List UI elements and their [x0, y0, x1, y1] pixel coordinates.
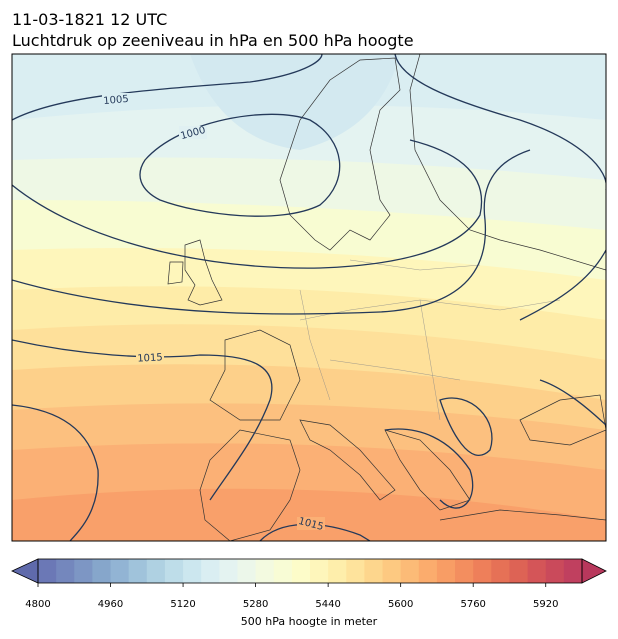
colorbar-swatch [563, 559, 583, 583]
colorbar: 4800 4960 5120 5280 5440 5600 5760 5920 [11, 558, 607, 610]
colorbar-swatch [436, 559, 456, 583]
colorbar-tick-label: 5440 [315, 599, 340, 610]
colorbar-over [581, 558, 607, 584]
colorbar-swatch [364, 559, 384, 583]
colorbar-swatch [382, 559, 402, 583]
colorbar-swatch [74, 559, 93, 583]
title: 11-03-1821 12 UTC [12, 10, 167, 29]
colorbar-swatch [237, 559, 257, 583]
colorbar-swatch [310, 559, 329, 583]
colorbar-swatch [418, 559, 438, 583]
colorbar-swatch [219, 559, 238, 583]
colorbar-swatch [146, 559, 166, 583]
colorbar-frame [37, 558, 583, 584]
colorbar-swatch [128, 559, 148, 583]
colorbar-swatch [400, 559, 420, 583]
colorbar-tick-label: 5920 [533, 599, 558, 610]
colorbar-tick-label: 5600 [388, 599, 413, 610]
colorbar-swatch [164, 559, 184, 583]
colorbar-tick-label: 5120 [170, 599, 195, 610]
colorbar-swatch [291, 559, 311, 583]
colorbar-swatch [527, 559, 547, 583]
colorbar-swatch [473, 559, 492, 583]
colorbar-swatch [545, 559, 565, 583]
subtitle: Luchtdruk op zeeniveau in hPa en 500 hPa… [12, 31, 414, 50]
colorbar-swatch [328, 559, 347, 583]
colorbar-swatch [38, 559, 57, 583]
map-frame [11, 53, 607, 542]
colorbar-swatch [183, 559, 202, 583]
map: 1005 1000 1015 1015 [12, 54, 606, 541]
isobar-label: 1015 [137, 352, 163, 364]
colorbar-swatch [92, 559, 112, 583]
colorbar-swatch [273, 559, 293, 583]
colorbar-swatch [346, 559, 365, 583]
colorbar-swatch [56, 559, 75, 583]
colorbar-tick-label: 4960 [98, 599, 123, 610]
colorbar-swatch [255, 559, 275, 583]
colorbar-tick-label: 5280 [243, 599, 268, 610]
colorbar-tick-label: 4800 [25, 599, 50, 610]
colorbar-under [11, 558, 39, 584]
colorbar-swatch [509, 559, 529, 583]
colorbar-swatch [110, 559, 130, 583]
colorbar-label: 500 hPa hoogte in meter [241, 615, 378, 628]
colorbar-swatch [455, 559, 474, 583]
isobar-label: 1005 [103, 94, 129, 107]
colorbar-tick-label: 5760 [460, 599, 485, 610]
colorbar-swatch [491, 559, 510, 583]
colorbar-swatch [201, 559, 220, 583]
